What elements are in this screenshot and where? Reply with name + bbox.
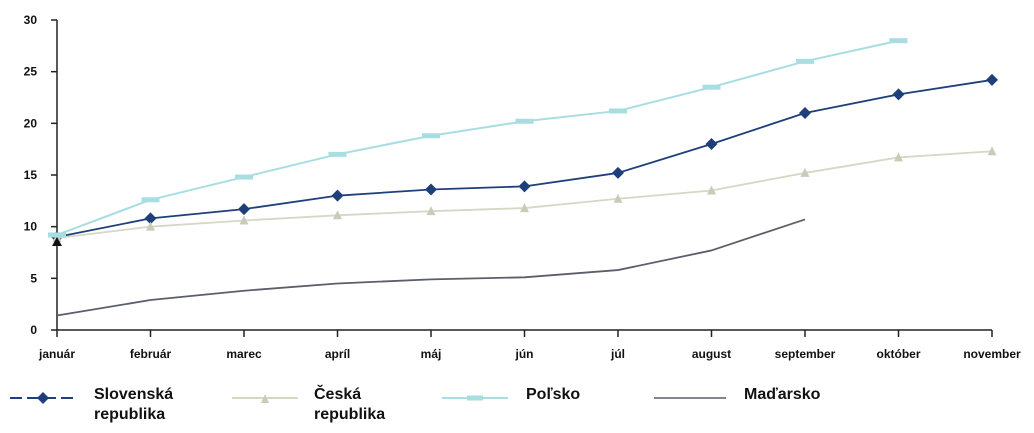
data-point-ceska-republika — [987, 146, 997, 156]
legend: Slovenská republika Česká republika Poľsko… — [0, 380, 1034, 433]
legend-swatch-madarsko — [654, 397, 726, 399]
y-tick-label: 20 — [24, 116, 38, 130]
x-tick-label: január — [38, 347, 75, 361]
x-tick-label: apríl — [325, 347, 350, 361]
data-point-polsko — [235, 174, 253, 180]
data-point-slovenska-republika — [425, 183, 437, 196]
data-point-slovenska-republika — [238, 203, 250, 216]
data-point-ceska-republika — [894, 152, 903, 162]
x-tick-label: november — [963, 347, 1021, 361]
y-tick-label: 5 — [30, 271, 37, 285]
legend-swatch-slovenska — [10, 392, 76, 404]
data-point-ceska-republika — [333, 210, 342, 220]
data-point-slovenska-republika — [612, 166, 624, 179]
series-ceska-republika — [52, 146, 997, 243]
data-point-ceska-republika — [520, 203, 529, 213]
legend-label-polsko: Poľsko — [526, 386, 581, 403]
x-tick-label: júl — [610, 347, 625, 361]
data-point-slovenska-republika — [705, 138, 718, 150]
series-line-madarsko — [56, 218, 806, 317]
series-madarsko — [56, 218, 806, 317]
line-chart: 0 5 10 15 20 25 30 január február marec apríl máj jú… — [24, 13, 1021, 361]
y-tick-label: 30 — [24, 13, 38, 27]
data-point-polsko — [515, 118, 534, 124]
data-point-polsko — [48, 232, 66, 238]
data-point-ceska-republika — [239, 215, 249, 225]
x-tick-label: február — [130, 347, 172, 361]
x-tick-label: máj — [421, 347, 442, 361]
data-point-polsko — [796, 58, 814, 64]
data-point-polsko — [328, 151, 347, 157]
y-tick-label: 15 — [24, 168, 38, 182]
y-tick-label: 25 — [24, 65, 38, 79]
series-line-ceska-republika — [56, 150, 993, 239]
series-layer — [48, 38, 998, 317]
annotation-layer — [52, 237, 62, 246]
legend-label-slovenska: Slovenská republika — [94, 386, 174, 423]
y-tick-label: 0 — [30, 323, 37, 337]
data-point-ceska-republika — [800, 167, 810, 177]
axes: 0 5 10 15 20 25 30 január február marec apríl máj jú… — [24, 13, 1021, 361]
legend-swatch-ceska — [232, 394, 298, 403]
series-polsko — [48, 38, 908, 238]
series-line-slovenska-republika — [56, 79, 993, 238]
legend-swatch-polsko — [442, 395, 508, 401]
data-point-slovenska-republika — [986, 73, 998, 86]
x-tick-label: október — [876, 347, 920, 361]
x-tick-label: september — [775, 347, 836, 361]
x-tick-label: august — [692, 347, 731, 361]
data-point-ceska-republika — [707, 185, 716, 195]
data-point-slovenska-republika — [144, 212, 157, 225]
data-point-ceska-republika — [146, 221, 155, 231]
data-point-polsko — [422, 133, 440, 139]
data-point-ceska-republika — [613, 193, 623, 203]
data-point-ceska-republika — [426, 206, 436, 216]
y-tick-label: 10 — [24, 220, 38, 234]
data-point-polsko — [889, 38, 908, 44]
data-point-slovenska-republika — [799, 107, 811, 119]
data-point-polsko — [702, 84, 721, 90]
data-point-slovenska-republika — [331, 189, 344, 202]
data-point-slovenska-republika — [518, 180, 531, 193]
annotation-marker — [52, 237, 62, 246]
series-slovenska-republika — [51, 73, 998, 243]
data-point-polsko — [141, 197, 160, 203]
data-point-slovenska-republika — [892, 88, 905, 101]
x-tick-label: jún — [515, 347, 534, 361]
data-point-polsko — [609, 108, 627, 114]
x-tick-label: marec — [226, 347, 262, 361]
series-line-polsko — [56, 39, 899, 236]
legend-label-madarsko: Maďarsko — [744, 386, 821, 403]
legend-label-ceska: Česká republika — [314, 386, 386, 423]
